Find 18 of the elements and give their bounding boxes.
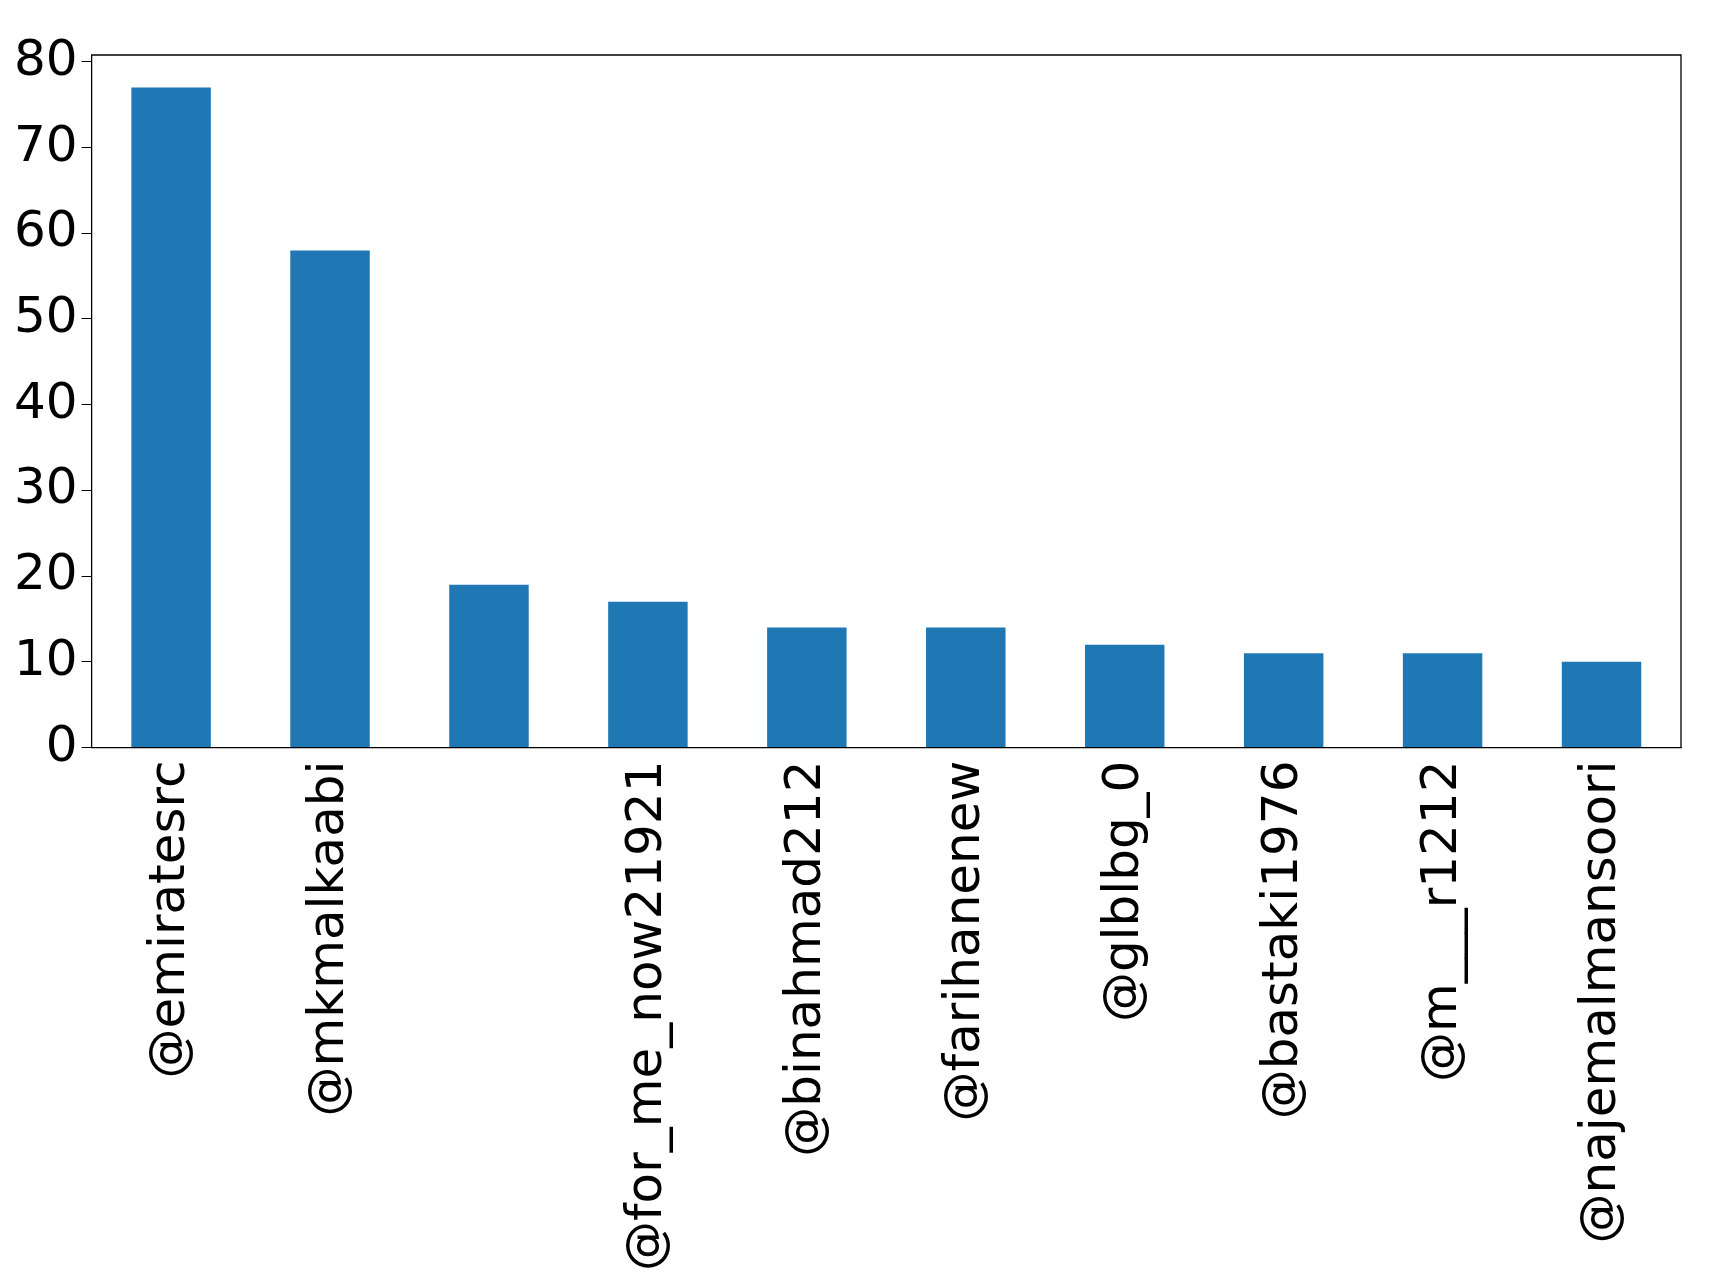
y-tick-label: 40 bbox=[14, 371, 78, 430]
x-tick-label: @emiratesrc bbox=[138, 760, 197, 1079]
x-tick-label: @farihanenew bbox=[932, 760, 991, 1122]
y-tick-label: 0 bbox=[45, 714, 78, 773]
x-tick-label: @for_me_now21921 bbox=[614, 760, 673, 1271]
y-tick-label: 50 bbox=[14, 285, 78, 344]
y-tick-label: 10 bbox=[14, 628, 78, 687]
x-tick-label: @mkmalkaabi bbox=[297, 760, 356, 1117]
x-tick-label: @bastaki1976 bbox=[1250, 760, 1309, 1120]
x-tick-label: @glblbg_0 bbox=[1091, 760, 1150, 1023]
y-tick-label: 30 bbox=[14, 457, 78, 516]
x-tick-label: @najemalmansoori bbox=[1568, 760, 1627, 1244]
x-tick-label: @m___r1212 bbox=[1409, 760, 1468, 1083]
y-tick-label: 60 bbox=[14, 200, 78, 259]
y-tick-label: 70 bbox=[14, 114, 78, 173]
x-tick-label: @binahmad212 bbox=[773, 760, 832, 1157]
y-tick-label: 20 bbox=[14, 543, 78, 602]
y-tick-label: 80 bbox=[14, 28, 78, 87]
